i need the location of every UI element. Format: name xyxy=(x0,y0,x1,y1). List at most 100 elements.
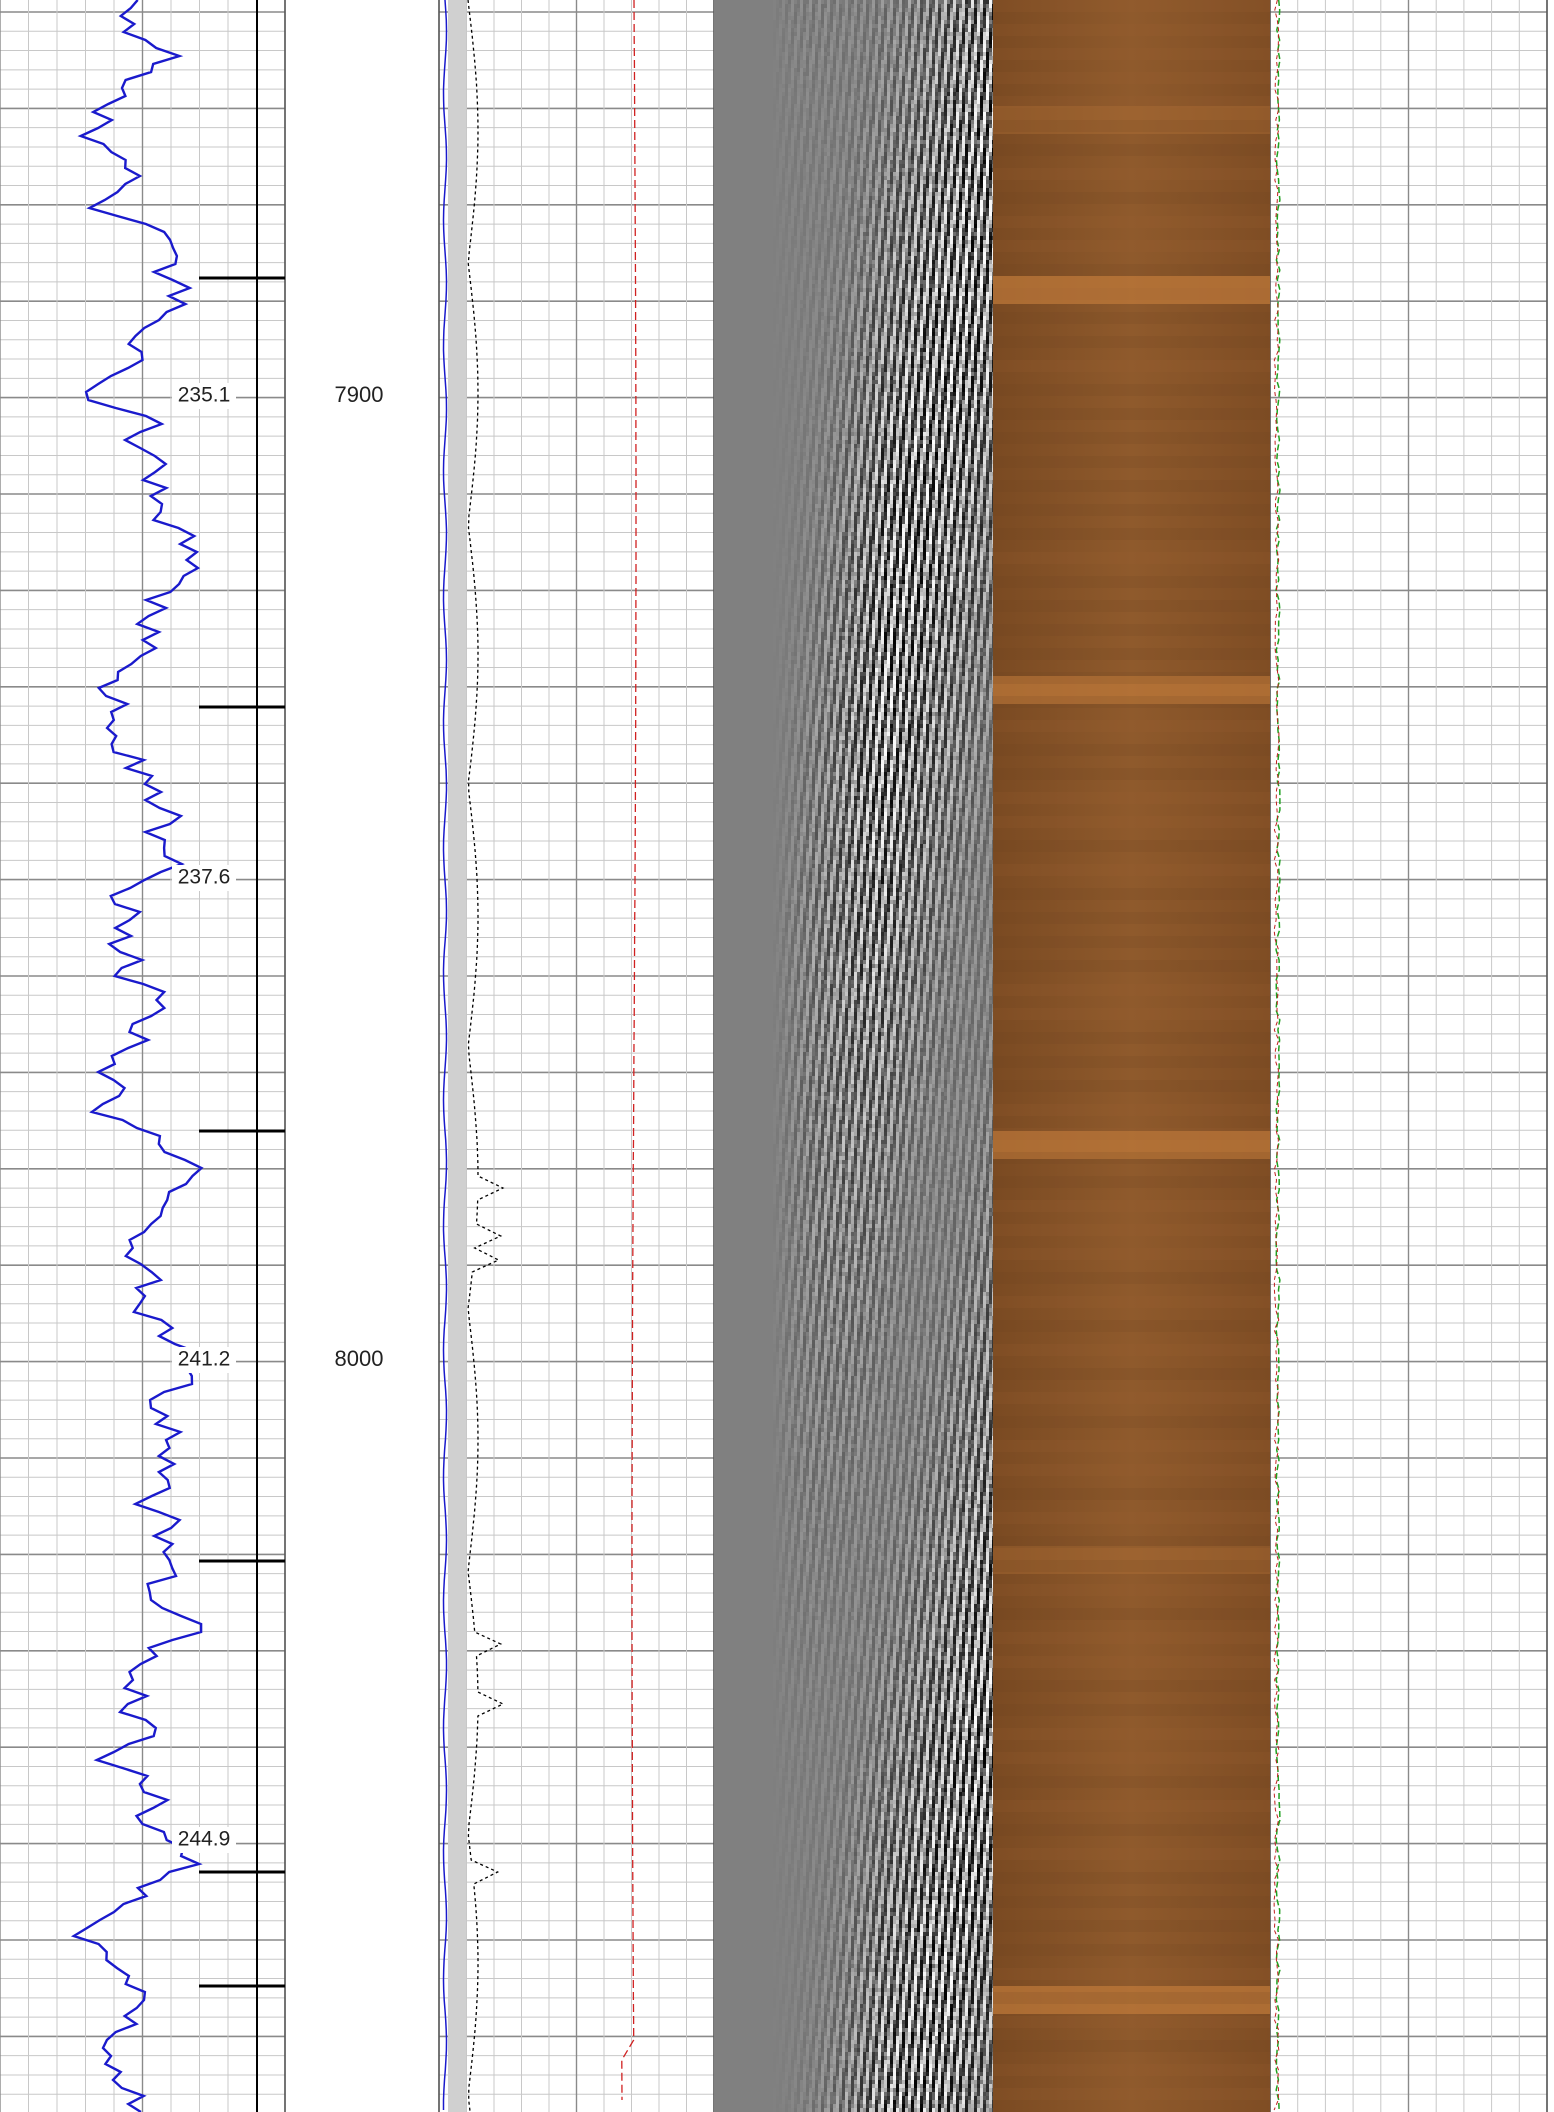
waveform-cell xyxy=(791,948,794,952)
waveform-cell xyxy=(788,796,791,800)
waveform-cell xyxy=(779,744,782,748)
waveform-cell xyxy=(788,584,791,588)
waveform-cell xyxy=(770,220,773,224)
waveform-cell xyxy=(770,188,773,192)
waveform-cell xyxy=(776,1684,779,1688)
waveform-cell xyxy=(770,1104,773,1108)
waveform-cell xyxy=(782,448,785,452)
waveform-cell xyxy=(776,792,779,796)
waveform-cell xyxy=(779,592,782,596)
waveform-cell xyxy=(779,1028,782,1032)
waveform-cell xyxy=(770,540,773,544)
waveform-cell xyxy=(770,1348,773,1352)
waveform-cell xyxy=(776,1948,779,1952)
waveform-cell xyxy=(782,740,785,744)
waveform-cell xyxy=(779,1092,782,1096)
waveform-cell xyxy=(776,496,779,500)
waveform-cell xyxy=(785,1364,788,1368)
waveform-cell xyxy=(776,732,779,736)
waveform-cell xyxy=(776,136,779,140)
waveform-cell xyxy=(779,184,782,188)
waveform-cell xyxy=(782,980,785,984)
waveform-cell xyxy=(776,1376,779,1380)
waveform-cell xyxy=(782,1028,785,1032)
waveform-cell xyxy=(779,1372,782,1376)
waveform-cell xyxy=(785,1140,788,1144)
waveform-cell xyxy=(773,1544,776,1548)
waveform-cell xyxy=(791,1428,794,1432)
waveform-cell xyxy=(782,1392,785,1396)
waveform-cell xyxy=(791,968,794,972)
waveform-cell xyxy=(779,600,782,604)
waveform-cell xyxy=(770,1748,773,1752)
waveform-cell xyxy=(773,2048,776,2052)
waveform-cell xyxy=(791,1824,794,1828)
waveform-cell xyxy=(791,1016,794,1020)
waveform-cell xyxy=(785,552,788,556)
waveform-cell xyxy=(794,140,797,144)
waveform-cell xyxy=(782,1520,785,1524)
waveform-cell xyxy=(785,1232,788,1236)
waveform-cell xyxy=(791,404,794,408)
waveform-cell xyxy=(779,1388,782,1392)
waveform-cell xyxy=(794,468,797,472)
waveform-cell xyxy=(773,568,776,572)
waveform-cell xyxy=(776,1140,779,1144)
waveform-cell xyxy=(776,1160,779,1164)
waveform-cell xyxy=(776,352,779,356)
waveform-cell xyxy=(791,800,794,804)
waveform-cell xyxy=(773,1844,776,1848)
waveform-cell xyxy=(776,832,779,836)
waveform-cell xyxy=(779,984,782,988)
waveform-cell xyxy=(770,28,773,32)
waveform-cell xyxy=(788,1972,791,1976)
waveform-cell xyxy=(791,332,794,336)
waveform-cell xyxy=(779,256,782,260)
waveform-cell xyxy=(785,16,788,20)
waveform-cell xyxy=(773,184,776,188)
waveform-cell xyxy=(773,976,776,980)
waveform-cell xyxy=(788,12,791,16)
waveform-cell xyxy=(788,1992,791,1996)
waveform-cell xyxy=(794,992,797,996)
waveform-cell xyxy=(779,440,782,444)
waveform-cell xyxy=(779,176,782,180)
waveform-cell xyxy=(785,1628,788,1632)
waveform-cell xyxy=(776,256,779,260)
waveform-cell xyxy=(782,1728,785,1732)
waveform-cell xyxy=(791,892,794,896)
waveform-cell xyxy=(782,860,785,864)
waveform-cell xyxy=(788,756,791,760)
waveform-cell xyxy=(779,896,782,900)
waveform-cell xyxy=(791,1200,794,1204)
waveform-cell xyxy=(794,392,797,396)
waveform-cell xyxy=(776,376,779,380)
waveform-cell xyxy=(785,1972,788,1976)
waveform-cell xyxy=(773,1184,776,1188)
waveform-cell xyxy=(779,1508,782,1512)
waveform-cell xyxy=(776,184,779,188)
waveform-cell xyxy=(779,1852,782,1856)
waveform-cell xyxy=(770,1292,773,1296)
waveform-cell xyxy=(773,792,776,796)
waveform-cell xyxy=(791,1028,794,1032)
waveform-cell xyxy=(776,2088,779,2092)
waveform-cell xyxy=(776,636,779,640)
waveform-cell xyxy=(779,1432,782,1436)
waveform-cell xyxy=(785,492,788,496)
waveform-cell xyxy=(788,1004,791,1008)
waveform-cell xyxy=(788,340,791,344)
waveform-cell xyxy=(791,80,794,84)
waveform-cell xyxy=(791,836,794,840)
waveform-cell xyxy=(773,1384,776,1388)
waveform-cell xyxy=(782,1688,785,1692)
waveform-cell xyxy=(773,972,776,976)
waveform-cell xyxy=(770,1600,773,1604)
waveform-cell xyxy=(788,152,791,156)
waveform-cell xyxy=(788,1208,791,1212)
waveform-cell xyxy=(782,52,785,56)
waveform-cell xyxy=(788,904,791,908)
waveform-cell xyxy=(788,48,791,52)
waveform-cell xyxy=(794,1268,797,1272)
waveform-cell xyxy=(785,1856,788,1860)
